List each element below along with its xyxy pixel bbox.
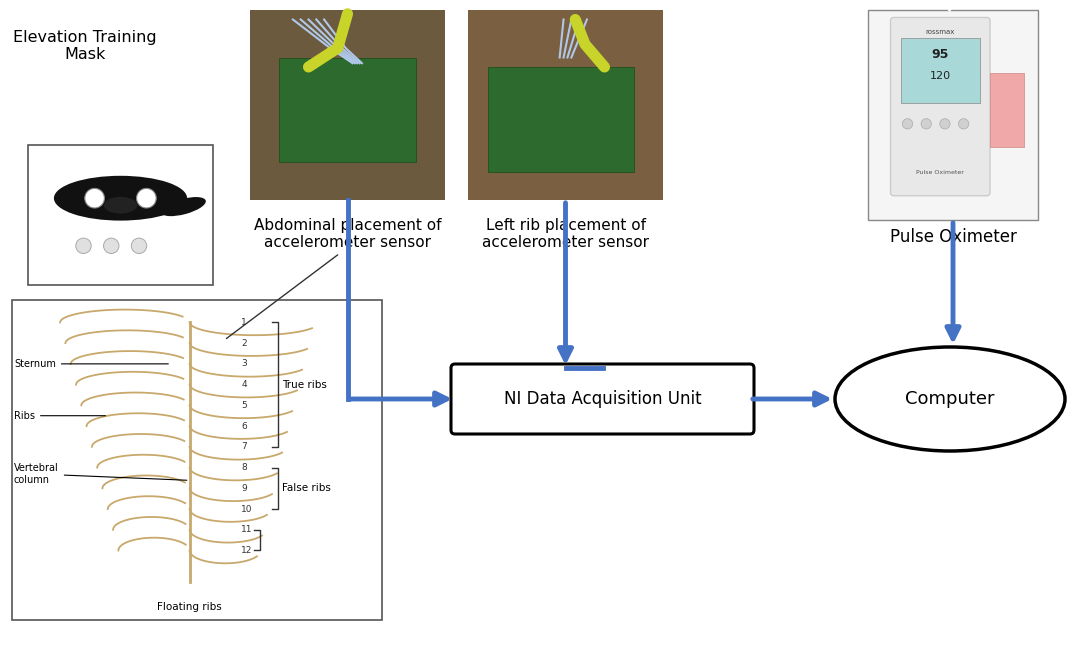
- Circle shape: [76, 238, 91, 253]
- Ellipse shape: [161, 197, 206, 216]
- Ellipse shape: [103, 197, 137, 214]
- Text: 95: 95: [931, 48, 949, 61]
- Text: 6: 6: [242, 422, 247, 431]
- Text: 3: 3: [242, 359, 247, 368]
- Ellipse shape: [835, 347, 1065, 451]
- Text: 5: 5: [242, 401, 247, 410]
- Text: 2: 2: [242, 339, 247, 348]
- Text: 12: 12: [242, 546, 253, 555]
- Text: NI Data Acquisition Unit: NI Data Acquisition Unit: [504, 390, 701, 408]
- Text: Sternum: Sternum: [14, 359, 169, 369]
- Bar: [488, 67, 634, 171]
- Text: True ribs: True ribs: [282, 380, 327, 390]
- Bar: [12, 300, 382, 620]
- Text: Abdominal placement of
accelerometer sensor: Abdominal placement of accelerometer sen…: [254, 218, 441, 251]
- Bar: [990, 73, 1025, 147]
- Text: Computer: Computer: [905, 390, 994, 408]
- Bar: [250, 10, 445, 200]
- Text: rossmax: rossmax: [926, 29, 955, 35]
- Bar: [901, 37, 979, 103]
- Text: Vertebral
column: Vertebral column: [14, 463, 187, 484]
- Circle shape: [136, 189, 156, 208]
- Text: 4: 4: [242, 380, 247, 389]
- Text: 120: 120: [930, 70, 951, 81]
- Ellipse shape: [53, 176, 187, 220]
- Text: Ribs: Ribs: [14, 411, 106, 421]
- Text: Pulse Oximeter: Pulse Oximeter: [916, 169, 964, 174]
- Circle shape: [940, 119, 950, 129]
- Bar: [28, 145, 213, 285]
- Bar: [868, 10, 1038, 220]
- Text: Floating ribs: Floating ribs: [157, 602, 222, 612]
- Text: 9: 9: [242, 484, 247, 493]
- Circle shape: [958, 119, 969, 129]
- Text: 8: 8: [242, 463, 247, 472]
- Circle shape: [921, 119, 931, 129]
- Text: 11: 11: [242, 525, 253, 534]
- Circle shape: [103, 238, 119, 253]
- Circle shape: [903, 119, 913, 129]
- Text: 1: 1: [242, 318, 247, 327]
- Text: 10: 10: [242, 505, 253, 514]
- Text: Elevation Training
Mask: Elevation Training Mask: [13, 30, 157, 63]
- FancyBboxPatch shape: [451, 364, 754, 434]
- Bar: [468, 10, 663, 200]
- Circle shape: [132, 238, 147, 253]
- FancyBboxPatch shape: [891, 17, 990, 196]
- Text: Left rib placement of
accelerometer sensor: Left rib placement of accelerometer sens…: [482, 218, 649, 251]
- Bar: [279, 57, 416, 162]
- Circle shape: [85, 189, 105, 208]
- Text: Pulse Oximeter: Pulse Oximeter: [890, 228, 1016, 246]
- Text: 7: 7: [242, 443, 247, 452]
- Text: False ribs: False ribs: [282, 483, 330, 494]
